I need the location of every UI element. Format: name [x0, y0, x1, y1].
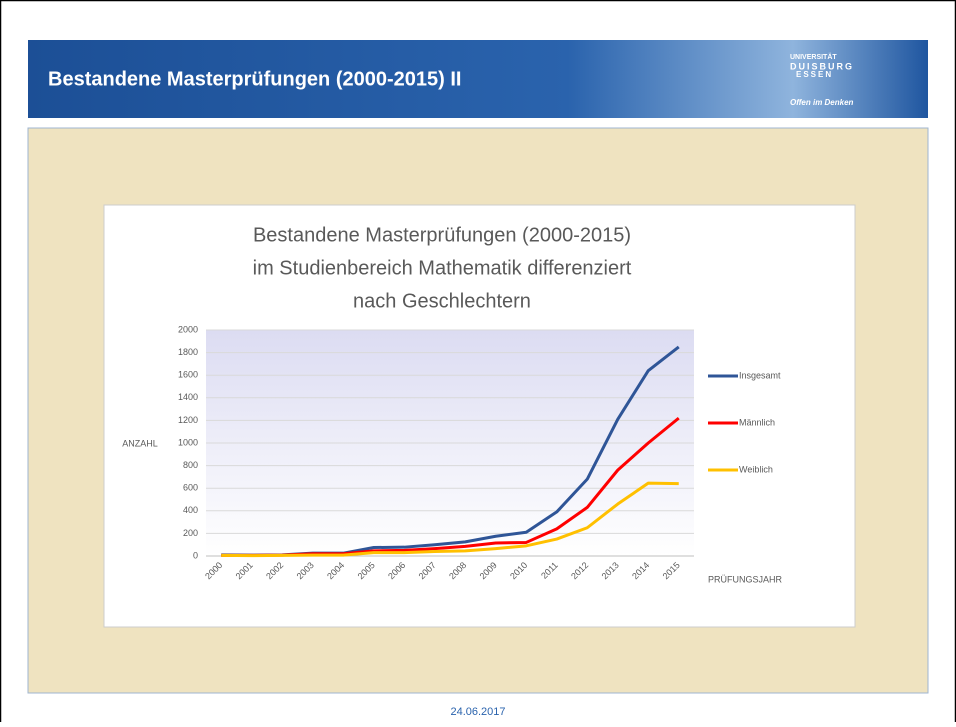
- chart-title: Bestandene Masterprüfungen (2000-2015): [253, 224, 631, 246]
- y-tick-label: 1800: [178, 347, 198, 357]
- chart-title: im Studienbereich Mathematik differenzie…: [253, 257, 632, 279]
- y-tick-label: 0: [193, 550, 198, 560]
- y-tick-label: 600: [183, 483, 198, 493]
- series-line: [221, 481, 679, 558]
- y-tick-label: 1400: [178, 392, 198, 402]
- y-tick-label: 1000: [178, 437, 198, 447]
- legend-label: Weiblich: [739, 464, 773, 474]
- logo-motto: Offen im Denken: [790, 98, 854, 107]
- logo-text: UNIVERSITÄT: [790, 53, 837, 61]
- x-axis-label: PRÜFUNGSJAHR: [708, 574, 783, 584]
- y-tick-label: 2000: [178, 324, 198, 334]
- chart-title: nach Geschlechtern: [353, 290, 531, 312]
- legend-label: Insgesamt: [739, 370, 781, 380]
- y-tick-label: 400: [183, 505, 198, 515]
- y-tick-label: 800: [183, 460, 198, 470]
- legend-label: Männlich: [739, 417, 775, 427]
- slide-title: Bestandene Masterprüfungen (2000-2015) I…: [48, 68, 461, 90]
- logo-text: DUISBURG: [790, 61, 854, 71]
- y-tick-label: 1200: [178, 415, 198, 425]
- logo-text: ESSEN: [796, 70, 833, 79]
- y-axis-label: ANZAHL: [122, 438, 158, 448]
- footer-date: 24.06.2017: [450, 706, 505, 718]
- header-banner: [28, 40, 928, 118]
- y-tick-label: 200: [183, 528, 198, 538]
- y-tick-label: 1600: [178, 370, 198, 380]
